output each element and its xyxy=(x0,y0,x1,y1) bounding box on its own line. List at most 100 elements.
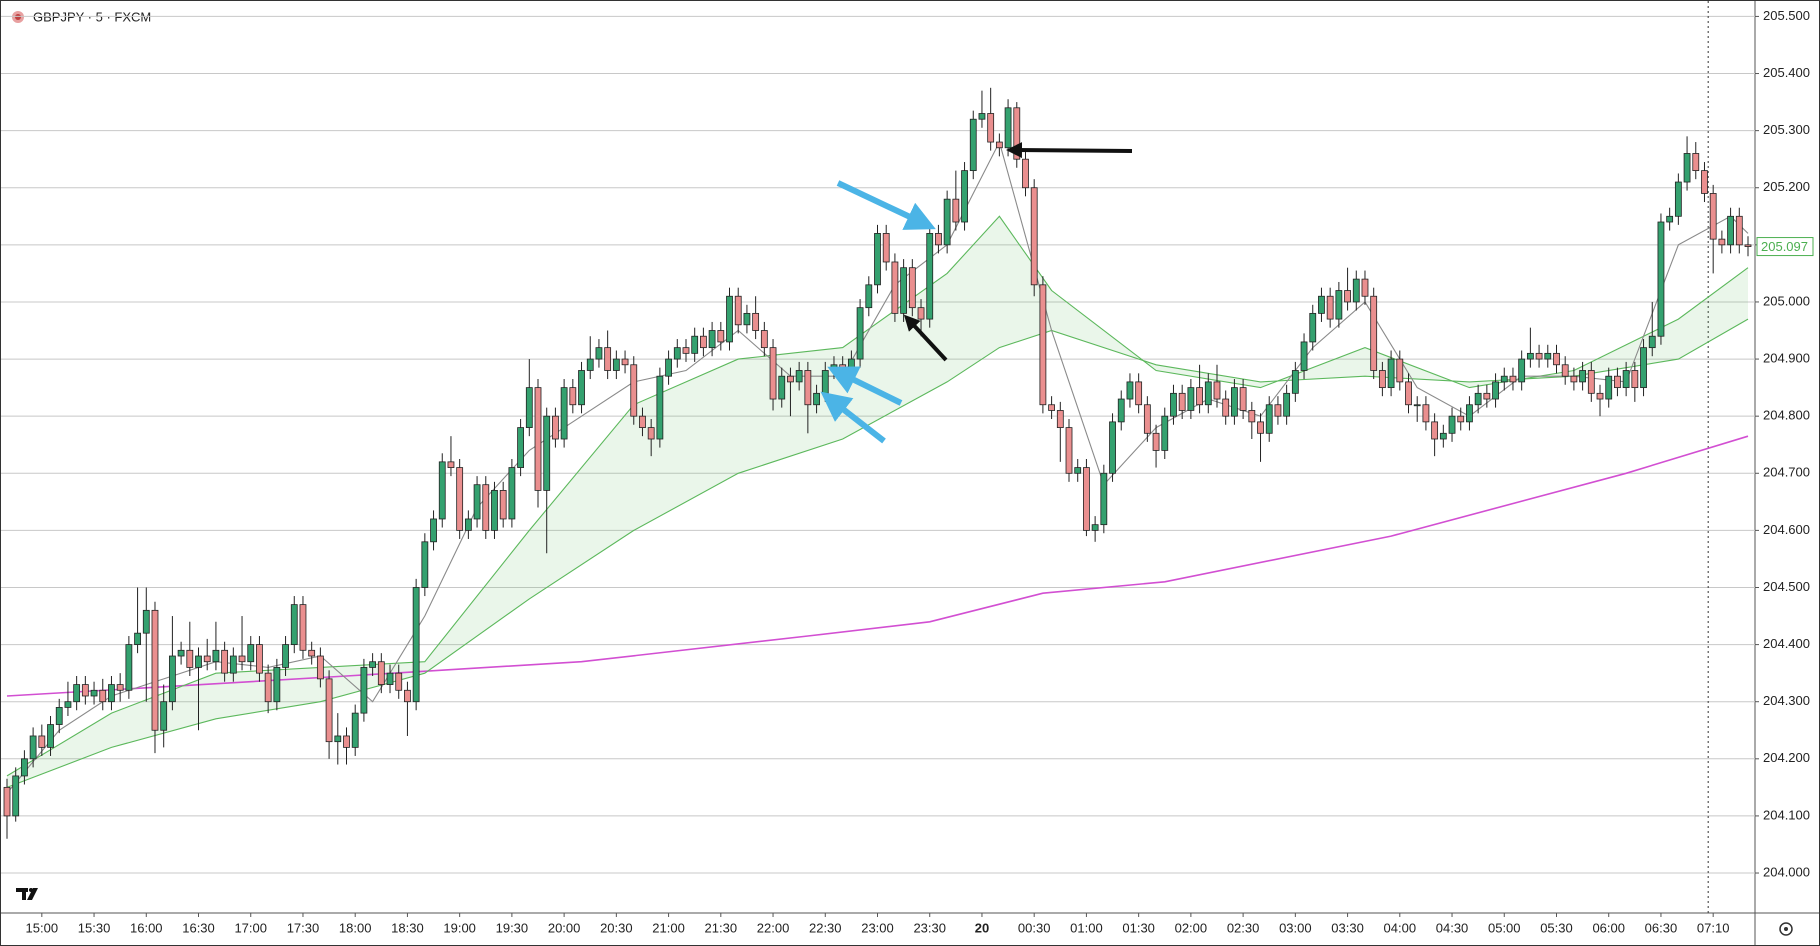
candle-body xyxy=(1457,415,1465,423)
candle-body xyxy=(464,518,472,531)
y-tick-label: 204.300 xyxy=(1763,693,1810,708)
candle-body xyxy=(804,370,812,406)
candle-body xyxy=(247,644,255,663)
candle-body xyxy=(264,672,272,703)
tv-logo xyxy=(16,888,38,900)
x-tick-label: 20 xyxy=(975,920,989,935)
candle-body xyxy=(1030,187,1038,286)
x-tick-label: 04:30 xyxy=(1436,920,1469,935)
candle-body xyxy=(734,295,742,326)
candle-body xyxy=(578,370,585,406)
candle-body xyxy=(316,655,324,680)
candle-body xyxy=(1300,341,1308,371)
candle-body xyxy=(229,655,237,674)
candle-body xyxy=(534,387,542,491)
candle-body xyxy=(473,484,481,520)
candle-body xyxy=(752,312,760,331)
candle-body xyxy=(943,198,951,246)
settings-icon[interactable] xyxy=(1779,922,1793,936)
candle-body xyxy=(47,724,54,748)
candle-body xyxy=(1152,432,1160,451)
candle-body xyxy=(369,661,377,668)
candle-body xyxy=(334,735,342,743)
candle-body xyxy=(1683,153,1691,183)
candle-body xyxy=(647,427,655,440)
candle-body xyxy=(1204,381,1212,406)
candle-body xyxy=(969,118,977,172)
candle-body xyxy=(1083,467,1090,531)
y-tick-label: 204.200 xyxy=(1763,750,1810,765)
candle-body xyxy=(1161,415,1169,451)
candle-body xyxy=(99,689,107,703)
candle-body xyxy=(900,267,908,314)
x-tick-label: 06:30 xyxy=(1645,920,1678,935)
candle-body xyxy=(1309,312,1317,343)
candle-body xyxy=(1701,170,1708,194)
candle-body xyxy=(1422,404,1430,423)
candle-body xyxy=(412,587,420,703)
candle-body xyxy=(847,358,855,371)
candle-body xyxy=(1170,392,1177,417)
black-arrow xyxy=(1006,142,1133,159)
x-tick-label: 02:30 xyxy=(1227,920,1260,935)
candle-body xyxy=(256,644,263,674)
candle-body xyxy=(273,667,281,703)
candle-body xyxy=(1091,524,1099,531)
candle-body xyxy=(569,387,577,406)
candle-body xyxy=(1526,352,1534,360)
candle-body xyxy=(926,233,934,320)
candle-body xyxy=(1492,381,1499,400)
candle-body xyxy=(612,358,620,371)
candle-body xyxy=(586,358,594,371)
x-tick-label: 18:00 xyxy=(339,920,372,935)
x-tick-label: 19:00 xyxy=(443,920,476,935)
candle-body xyxy=(482,484,490,531)
candle-body xyxy=(508,467,516,520)
y-tick-label: 205.400 xyxy=(1763,65,1810,80)
candle-body xyxy=(1065,427,1073,474)
candle-body xyxy=(987,113,995,143)
x-tick-label: 20:30 xyxy=(600,920,633,935)
candle-body xyxy=(325,678,333,743)
candle-body xyxy=(1587,370,1595,394)
candle-body xyxy=(160,701,168,731)
candle-body xyxy=(151,609,159,731)
candle-body xyxy=(395,672,403,691)
x-tick-label: 21:00 xyxy=(652,920,685,935)
candle-body xyxy=(1013,107,1021,160)
candle-body xyxy=(1387,358,1395,389)
candle-body xyxy=(360,667,368,714)
candle-body xyxy=(1109,421,1116,474)
candle-body xyxy=(1004,107,1012,149)
candle-body xyxy=(1466,404,1473,423)
candle-body xyxy=(404,689,411,703)
y-tick-label: 204.500 xyxy=(1763,579,1810,594)
candle-body xyxy=(1283,392,1291,417)
candle-body xyxy=(142,609,150,634)
candle-body xyxy=(1666,215,1674,223)
x-tick-label: 00:30 xyxy=(1018,920,1051,935)
x-tick-label: 01:00 xyxy=(1070,920,1103,935)
candle-body xyxy=(1448,415,1456,434)
y-tick-label: 204.000 xyxy=(1763,864,1810,879)
candle-body xyxy=(421,541,429,588)
candle-body xyxy=(1257,421,1264,434)
candle-body xyxy=(1222,398,1230,417)
y-tick-label: 204.100 xyxy=(1763,807,1810,822)
candle-body xyxy=(125,644,133,691)
candle-body xyxy=(865,284,873,309)
candle-body xyxy=(168,655,176,703)
candle-body xyxy=(1126,381,1134,400)
x-tick-label: 21:30 xyxy=(705,920,738,935)
candle-body xyxy=(708,330,716,349)
x-tick-label: 16:30 xyxy=(182,920,215,935)
candle-body xyxy=(525,387,533,428)
candle-body xyxy=(560,387,568,440)
candle-body xyxy=(1274,404,1282,417)
candle-body xyxy=(743,312,751,326)
candle-body xyxy=(38,735,46,748)
candle-body xyxy=(1413,404,1421,407)
candle-body xyxy=(665,358,672,377)
candle-body xyxy=(81,684,89,697)
